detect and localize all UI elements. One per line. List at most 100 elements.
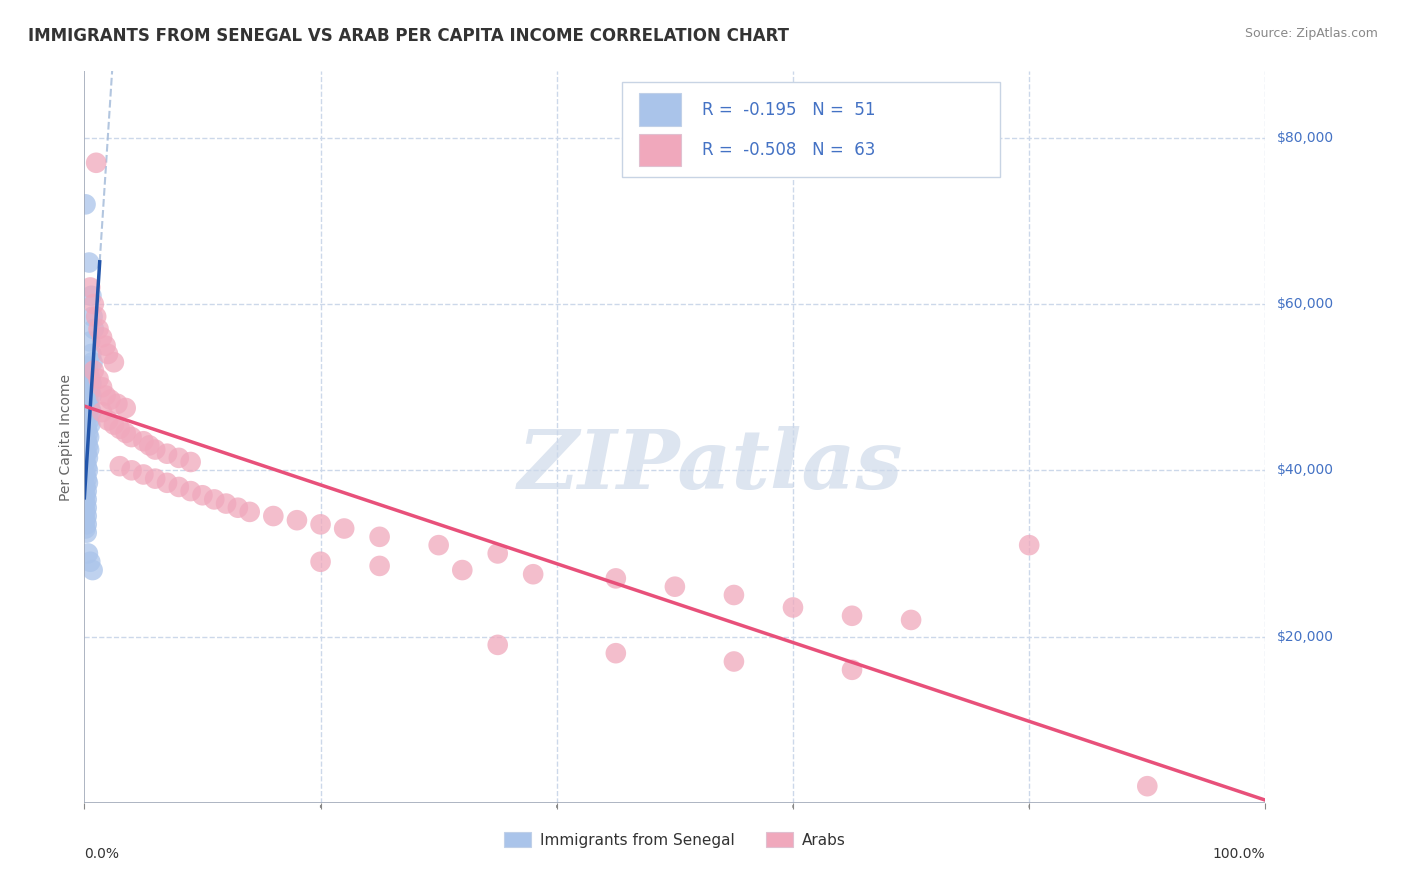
Point [77, 425, 100, 440]
Text: $80,000: $80,000 [1277, 131, 1334, 145]
Point [103, 417, 125, 432]
Text: $60,000: $60,000 [1277, 297, 1334, 311]
Point [333, 521, 356, 535]
Point [77, 255, 100, 269]
Point [80, 376, 103, 390]
Point [80, 289, 103, 303]
FancyBboxPatch shape [640, 134, 681, 167]
Point [108, 459, 131, 474]
Point [76, 434, 98, 449]
Point [215, 497, 238, 511]
Point [605, 646, 627, 660]
Point [75, 505, 97, 519]
Point [77, 430, 100, 444]
Text: Source: ZipAtlas.com: Source: ZipAtlas.com [1244, 27, 1378, 40]
Text: ZIPatlas: ZIPatlas [517, 426, 903, 507]
Point [486, 638, 509, 652]
Point [75, 455, 97, 469]
Text: R =  -0.195   N =  51: R = -0.195 N = 51 [702, 101, 876, 119]
Point [77, 450, 100, 465]
Point [76, 422, 98, 436]
Point [79, 417, 101, 432]
FancyBboxPatch shape [640, 94, 681, 127]
Point [98, 392, 121, 407]
Point [76, 459, 98, 474]
Point [309, 517, 332, 532]
Point [262, 509, 284, 524]
Point [83, 322, 105, 336]
Point [97, 413, 120, 427]
Point [79, 384, 101, 399]
Point [77, 442, 100, 457]
Point [368, 558, 391, 573]
Point [202, 492, 225, 507]
Point [368, 530, 391, 544]
Point [156, 447, 179, 461]
Point [91, 380, 114, 394]
Point [77, 368, 100, 382]
Point [75, 497, 97, 511]
Point [143, 472, 166, 486]
Point [782, 600, 804, 615]
Point [97, 347, 120, 361]
Point [841, 663, 863, 677]
Point [82, 563, 104, 577]
Point [121, 463, 143, 477]
Point [77, 438, 100, 452]
Text: 100.0%: 100.0% [1213, 847, 1265, 861]
Point [75, 197, 97, 211]
Point [114, 401, 136, 415]
Point [132, 467, 155, 482]
Point [226, 500, 249, 515]
Point [723, 588, 745, 602]
Point [79, 280, 101, 294]
Point [76, 525, 98, 540]
Point [91, 330, 114, 344]
Point [94, 338, 117, 352]
Point [79, 372, 101, 386]
Point [75, 513, 97, 527]
Point [309, 555, 332, 569]
Point [1136, 779, 1159, 793]
Point [143, 442, 166, 457]
Point [82, 355, 104, 369]
Point [80, 405, 103, 419]
Point [77, 413, 100, 427]
Text: R =  -0.508   N =  63: R = -0.508 N = 63 [702, 141, 876, 159]
Point [83, 297, 105, 311]
Point [76, 500, 98, 515]
Text: $40,000: $40,000 [1277, 463, 1333, 477]
Point [77, 409, 100, 424]
Point [167, 450, 190, 465]
Legend: Immigrants from Senegal, Arabs: Immigrants from Senegal, Arabs [498, 825, 852, 854]
Point [77, 359, 100, 374]
Point [841, 608, 863, 623]
Point [76, 517, 98, 532]
Point [239, 505, 262, 519]
Point [84, 310, 107, 324]
Point [114, 425, 136, 440]
Point [83, 363, 105, 377]
Text: 0.0%: 0.0% [84, 847, 120, 861]
Point [191, 488, 214, 502]
Point [121, 430, 143, 444]
Point [427, 538, 450, 552]
Point [75, 467, 97, 482]
Point [77, 392, 100, 407]
Text: IMMIGRANTS FROM SENEGAL VS ARAB PER CAPITA INCOME CORRELATION CHART: IMMIGRANTS FROM SENEGAL VS ARAB PER CAPI… [28, 27, 789, 45]
Point [77, 397, 100, 411]
Point [91, 405, 114, 419]
Point [80, 347, 103, 361]
Point [664, 580, 686, 594]
Point [77, 463, 100, 477]
Point [76, 509, 98, 524]
FancyBboxPatch shape [621, 82, 1000, 178]
Point [180, 455, 202, 469]
Point [605, 571, 627, 585]
Point [900, 613, 922, 627]
Point [80, 388, 103, 402]
Point [76, 492, 98, 507]
Point [77, 475, 100, 490]
Point [451, 563, 474, 577]
Point [75, 488, 97, 502]
